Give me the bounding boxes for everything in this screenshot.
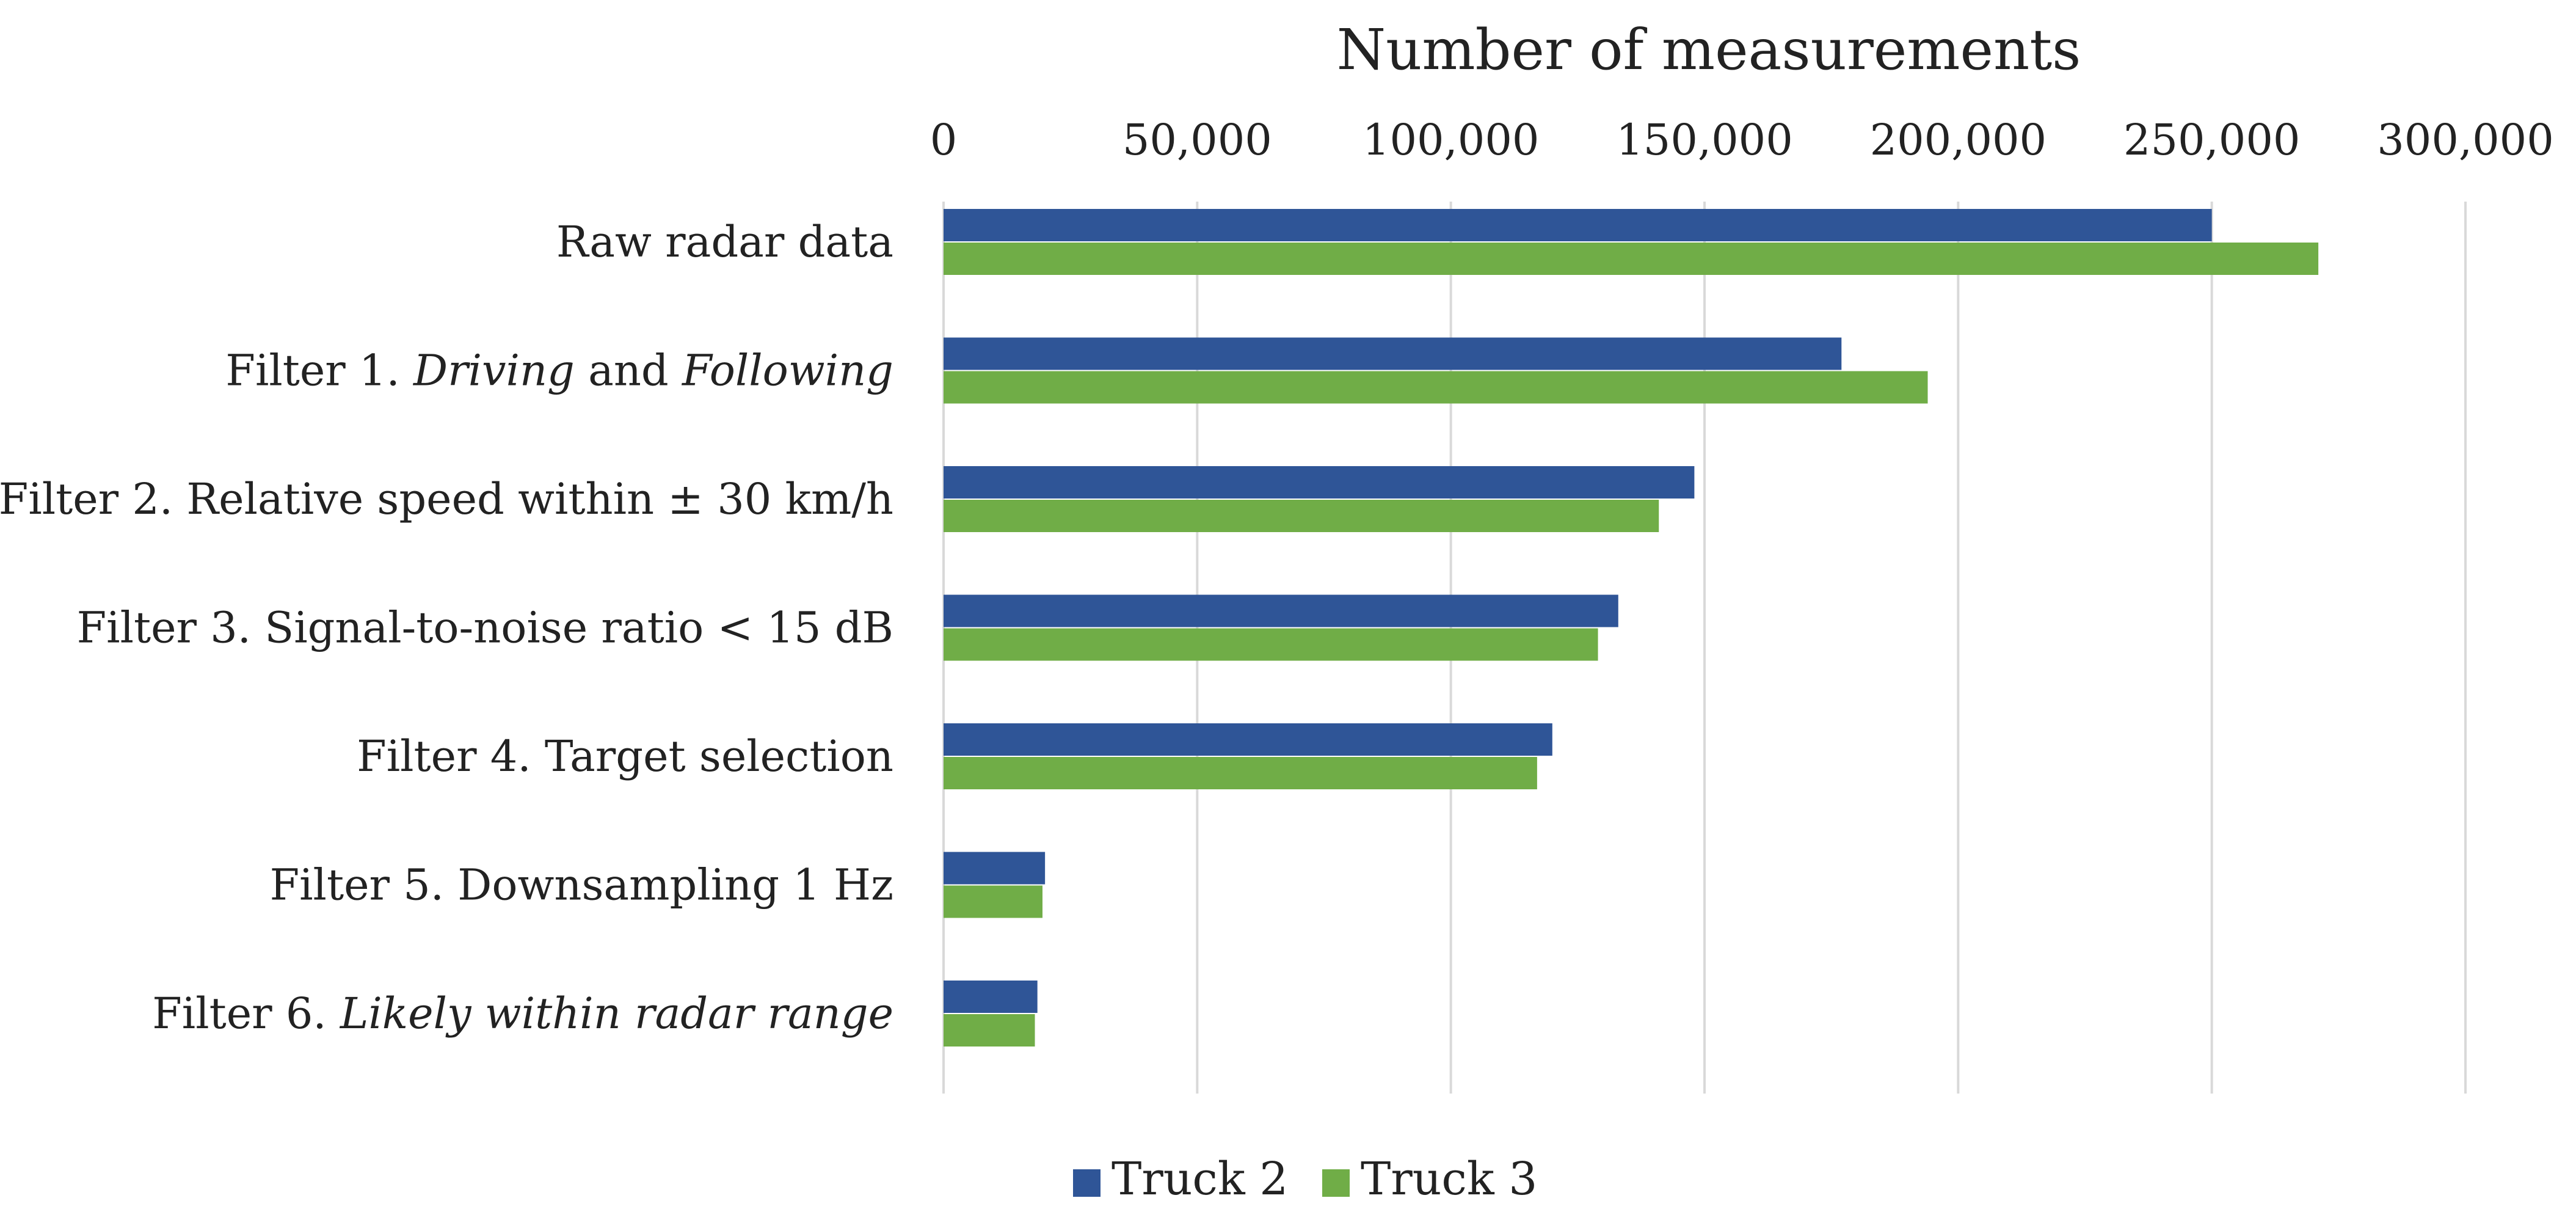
bar-truck-2 [944,594,1618,627]
category-label: Filter 1. Driving and Following [225,346,893,396]
bar-truck-2 [944,466,1695,499]
bar-truck-3 [944,500,1659,532]
legend-swatch-truck-3 [1322,1169,1350,1197]
category-label: Raw radar data [556,217,893,267]
category-label: Filter 3. Signal-to-noise ratio < 15 dB [77,603,893,653]
x-axis-title: Number of measurements [1337,17,2081,82]
legend: Truck 2 Truck 3 [1073,1153,1537,1205]
axis: Number of measurements 0 50,000 100,000 150… [930,17,2554,165]
bar-truck-3 [944,243,2319,275]
x-tick-label: 50,000 [1122,115,1272,165]
legend-label: Truck 3 [1361,1153,1537,1205]
category-label: Filter 4. Target selection [357,731,893,781]
bar-truck-2 [944,337,1842,370]
x-tick-label: 300,000 [2377,115,2553,165]
bar-truck-3 [944,757,1537,789]
category-labels: Raw radar data Filter 1. Driving and Foll… [0,217,893,1039]
bar-truck-3 [944,628,1598,661]
x-tick-label: 150,000 [1616,115,1792,165]
category-label: Filter 2. Relative speed within ± 30 km/… [0,474,893,524]
category-label: Filter 6. Likely within radar range [152,988,893,1039]
legend-swatch-truck-2 [1073,1169,1101,1197]
category-label: Filter 5. Downsampling 1 Hz [270,860,893,910]
bars [944,209,2319,1047]
bar-truck-2 [944,981,1038,1013]
bar-truck-2 [944,209,2212,241]
x-tick-label: 100,000 [1363,115,1539,165]
bar-truck-2 [944,852,1046,885]
bar-truck-3 [944,885,1042,918]
bar-truck-2 [944,723,1552,756]
legend-label: Truck 2 [1112,1153,1288,1205]
x-tick-label: 0 [930,115,958,165]
x-tick-label: 200,000 [1870,115,2047,165]
bar-truck-3 [944,371,1928,404]
x-tick-label: 250,000 [2123,115,2300,165]
bar-truck-3 [944,1014,1035,1047]
